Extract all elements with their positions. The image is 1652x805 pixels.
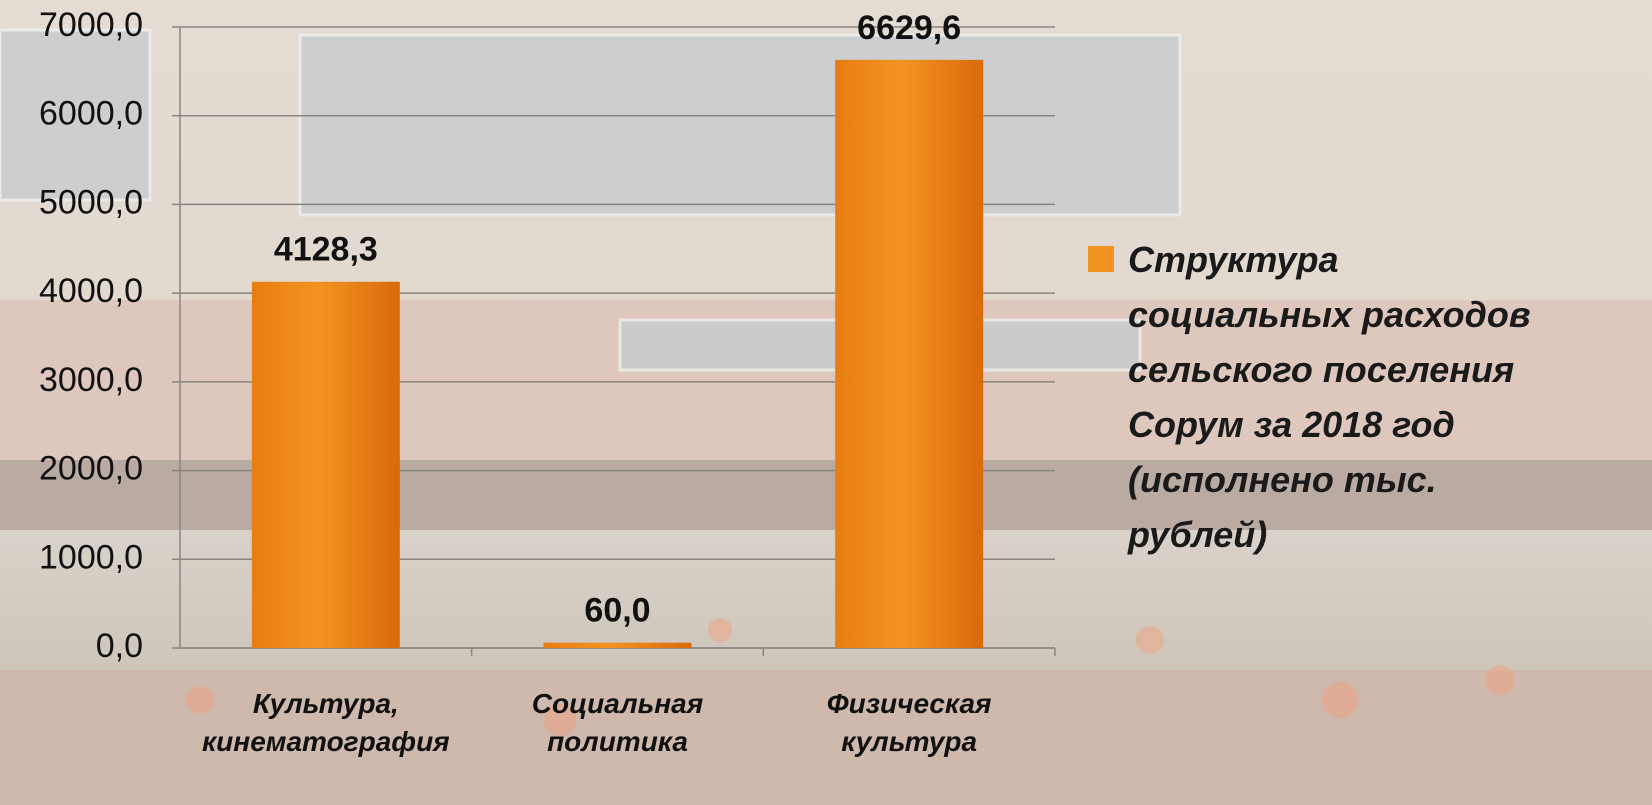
y-tick-label: 3000,0 [39,361,143,399]
legend-swatch [1088,246,1114,272]
bar [544,643,692,648]
y-tick-label: 5000,0 [39,183,143,221]
legend: Структура социальных расходов сельского … [1088,232,1548,562]
y-tick-label: 6000,0 [39,95,143,133]
bar [835,60,983,648]
data-label: 6629,6 [857,9,961,47]
x-tick-label: Культура, кинематография [196,685,456,761]
x-tick-label: Физическая культура [779,685,1039,761]
y-tick-label: 2000,0 [39,450,143,488]
x-tick-label: Социальная политика [488,685,748,761]
legend-label: Структура социальных расходов сельского … [1128,232,1548,562]
bar [252,282,400,648]
data-label: 4128,3 [274,231,378,269]
y-tick-label: 7000,0 [39,6,143,44]
data-label: 60,0 [584,592,650,630]
y-tick-label: 0,0 [96,627,143,665]
y-tick-label: 1000,0 [39,538,143,576]
page: 0,0 1000,0 2000,0 3000,0 4000,0 5000,0 6000,0 7… [0,0,1652,805]
y-tick-label: 4000,0 [39,272,143,310]
